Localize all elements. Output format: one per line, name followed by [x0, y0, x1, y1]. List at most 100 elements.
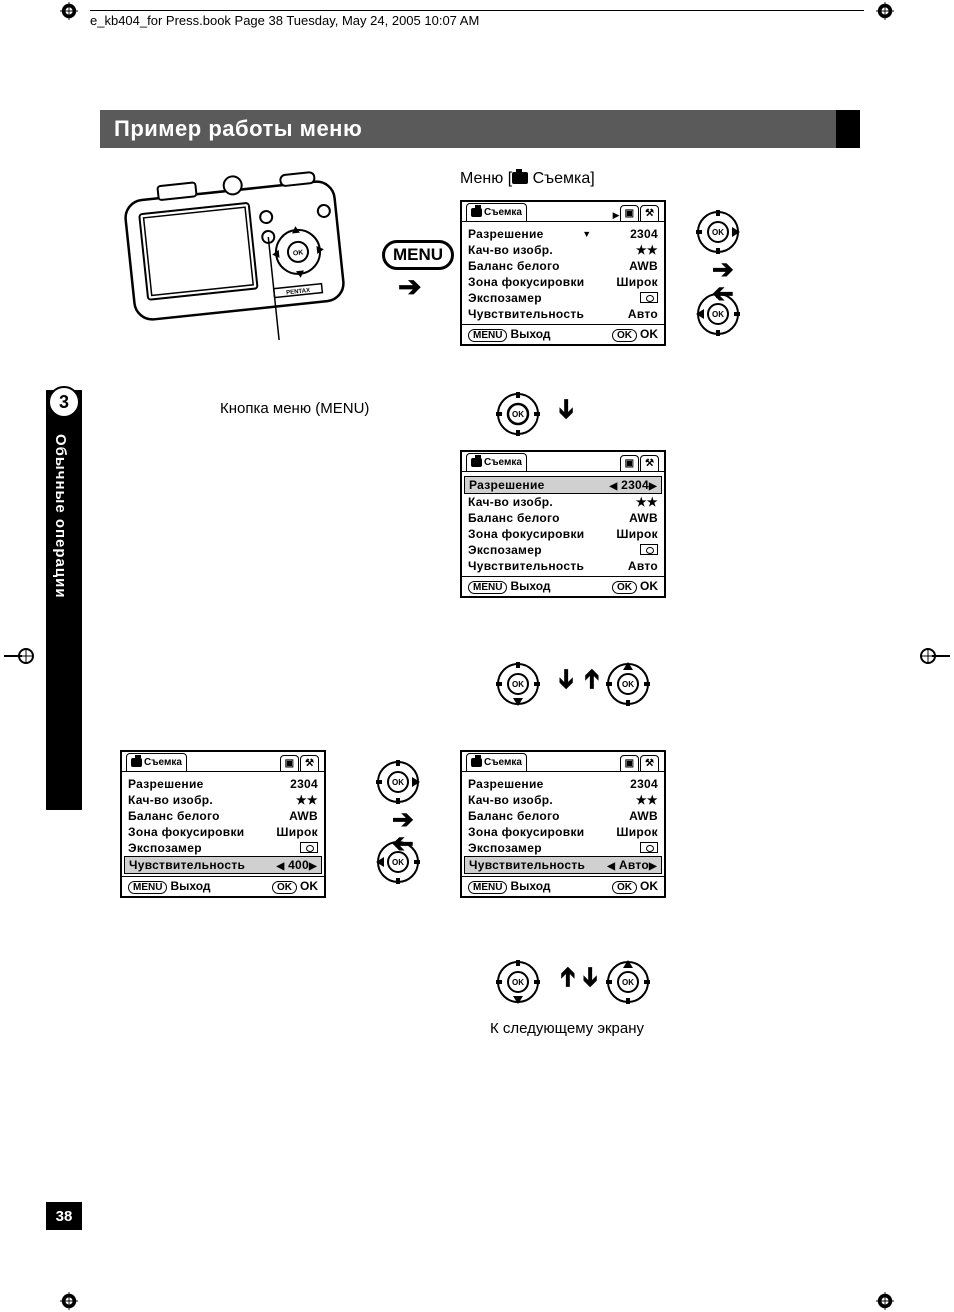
play-icon: ▣: [625, 208, 634, 219]
crop-mark: [60, 1292, 78, 1310]
row-value: Авто: [628, 307, 658, 321]
row-label: Кач-во изобр.: [468, 495, 553, 509]
lcd-panel-4: Съемка ▣ ⚒ Разрешение2304 Кач-во изобр. …: [120, 750, 326, 898]
wrench-icon: ⚒: [645, 208, 654, 219]
row-label: Зона фокусировки: [468, 275, 584, 289]
row-label: Экспозамер: [468, 543, 542, 557]
tab-label: Съемка: [144, 757, 182, 768]
row-value: Широк: [616, 825, 658, 839]
svg-text:OK: OK: [392, 778, 404, 787]
row-value: 400: [288, 858, 309, 872]
right-tri-icon: ▶: [309, 861, 317, 872]
row-label: Чувствительность: [469, 858, 585, 872]
menu-button-caption: Кнопка меню (MENU): [220, 400, 369, 417]
menu-heading: Меню [ Съемка]: [460, 170, 595, 188]
arrow-left-icon: ➔: [712, 280, 734, 306]
play-icon: ▣: [285, 758, 294, 769]
crop-mark: [60, 2, 78, 20]
menu-pill: MENU: [468, 881, 507, 894]
stars-icon: [296, 793, 318, 807]
page-number: 38: [46, 1202, 82, 1230]
section-title: Пример работы меню: [100, 110, 860, 148]
arrow-right-icon: ➔: [398, 270, 421, 303]
camera-icon: [131, 758, 142, 767]
lcd-panel-1: Съемка ▶ ▣ ⚒ Разрешение▼2304 Кач-во изоб…: [460, 200, 666, 346]
row-value: Широк: [276, 825, 318, 839]
row-label: Разрешение: [468, 227, 544, 241]
tab-label: Съемка: [484, 757, 522, 768]
row-value: 2304: [290, 777, 318, 791]
tab-capture: Съемка: [466, 203, 527, 221]
row-value: AWB: [629, 511, 658, 525]
exit-label: Выход: [510, 579, 550, 593]
crop-mark: [876, 1292, 894, 1310]
row-label: Баланс белого: [128, 809, 220, 823]
side-tab: 3 Обычные операции: [46, 390, 82, 810]
left-tri-icon: ◀: [276, 861, 284, 872]
ok-label: OK: [640, 879, 658, 893]
ok-label: OK: [300, 879, 318, 893]
tab-setup: ⚒: [640, 455, 659, 471]
row-value: 2304: [630, 777, 658, 791]
stars-icon: [636, 243, 658, 257]
tab-capture: Съемка: [466, 753, 527, 771]
left-tri-icon: ◀: [607, 861, 615, 872]
menu-button-label: MENU: [382, 240, 454, 270]
lcd-panel-2: Съемка ▣ ⚒ Разрешение◀ 2304▶ Кач-во изоб…: [460, 450, 666, 598]
ok-pill: OK: [612, 329, 637, 342]
section-number: 3: [48, 386, 80, 418]
tab-capture: Съемка: [126, 753, 187, 771]
row-label: Баланс белого: [468, 809, 560, 823]
row-value: AWB: [629, 809, 658, 823]
right-tri-icon: ▶: [649, 481, 657, 492]
svg-text:OK: OK: [712, 228, 724, 237]
tab-playback: ▣: [620, 755, 639, 771]
wrench-icon: ⚒: [645, 758, 654, 769]
camera-illustration: OK PENTAX: [120, 170, 360, 340]
dpad-right-icon: OK: [696, 210, 740, 254]
tab-setup: ⚒: [640, 755, 659, 771]
menu-pill: MENU: [468, 581, 507, 594]
ok-pill: OK: [612, 881, 637, 894]
svg-text:OK: OK: [622, 680, 634, 689]
lcd-panel-3: Съемка ▣ ⚒ Разрешение2304 Кач-во изобр. …: [460, 750, 666, 898]
camera-icon: [471, 758, 482, 767]
svg-text:OK: OK: [712, 310, 724, 319]
row-value: AWB: [289, 809, 318, 823]
row-value: Широк: [616, 527, 658, 541]
ok-label: OK: [640, 327, 658, 341]
side-crop-mark: [920, 646, 950, 666]
arrow-down-icon: ➔: [554, 398, 580, 420]
camera-icon: [512, 172, 528, 184]
crop-mark: [876, 2, 894, 20]
row-label: Чувствительность: [468, 559, 584, 573]
row-value: AWB: [629, 259, 658, 273]
row-label: Зона фокусировки: [468, 527, 584, 541]
tab-setup: ⚒: [640, 205, 659, 221]
right-tri-icon: ▶: [613, 210, 620, 221]
stars-icon: [636, 495, 658, 509]
row-label: Чувствительность: [129, 858, 245, 872]
dpad-center-icon: OK: [496, 392, 540, 436]
meter-icon: [640, 292, 658, 303]
svg-text:OK: OK: [512, 680, 524, 689]
row-value: 2304: [630, 227, 658, 241]
svg-text:OK: OK: [293, 249, 304, 257]
menu-pill: MENU: [468, 329, 507, 342]
page-header: e_kb404_for Press.book Page 38 Tuesday, …: [90, 10, 864, 28]
ok-label: OK: [640, 579, 658, 593]
row-value: Авто: [628, 559, 658, 573]
svg-text:OK: OK: [622, 978, 634, 987]
svg-text:OK: OK: [512, 978, 524, 987]
row-label: Кач-во изобр.: [468, 793, 553, 807]
dpad-up-icon: OK: [606, 960, 650, 1004]
arrow-down-icon: ➔: [578, 966, 604, 988]
ok-pill: OK: [612, 581, 637, 594]
row-label: Экспозамер: [468, 841, 542, 855]
left-tri-icon: ◀: [609, 481, 617, 492]
svg-text:OK: OK: [392, 858, 404, 867]
exit-label: Выход: [510, 327, 550, 341]
side-crop-mark: [4, 646, 34, 666]
row-value: 2304: [621, 478, 649, 492]
exit-label: Выход: [170, 879, 210, 893]
